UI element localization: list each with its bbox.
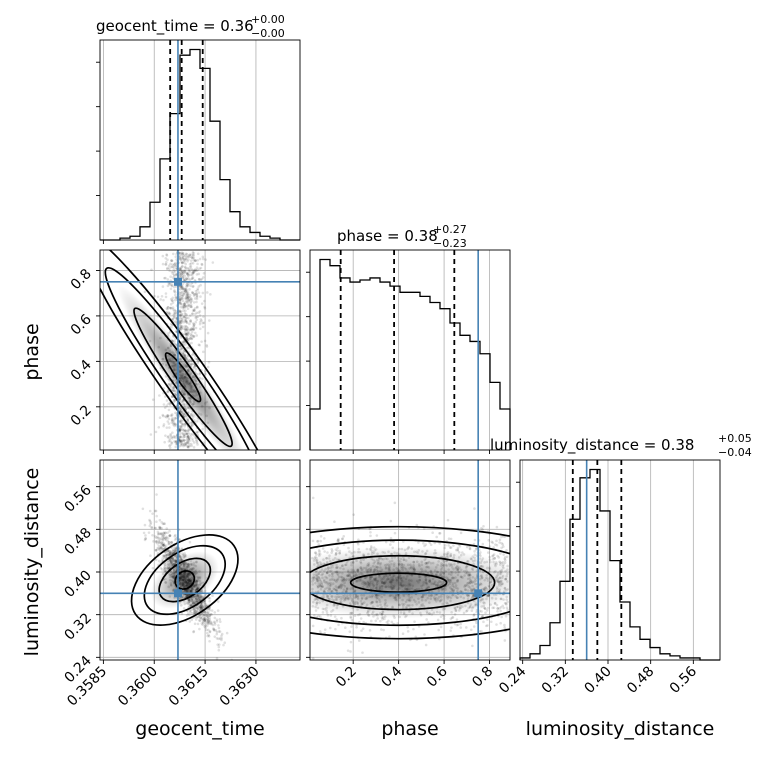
density-contour bbox=[143, 544, 227, 616]
density-contour bbox=[130, 534, 239, 626]
panel-frame bbox=[309, 249, 511, 451]
panel-frame bbox=[99, 249, 301, 451]
grid bbox=[352, 250, 490, 450]
x-tick-label: 0.56 bbox=[667, 663, 700, 696]
grid bbox=[522, 460, 694, 660]
scatter-panel-geocent-time-phase: 0.2 0.4 0.6 0.8 bbox=[68, 249, 301, 454]
density-contour bbox=[174, 570, 196, 590]
svg-text:geocent_time = 0.36: geocent_time = 0.36 bbox=[96, 17, 254, 36]
histogram-luminosity-distance bbox=[519, 468, 720, 661]
histogram-geocent-time bbox=[100, 48, 300, 241]
panel-frame bbox=[99, 459, 301, 661]
truth-marker bbox=[173, 589, 182, 598]
x-tick-label: 0.6 bbox=[424, 663, 451, 690]
svg-text:+0.00: +0.00 bbox=[251, 13, 285, 26]
grid bbox=[102, 40, 257, 240]
title-geocent-time: geocent_time = 0.36 +0.00 −0.00 bbox=[96, 13, 285, 40]
y-tick-label: 0.56 bbox=[61, 482, 94, 515]
density-contour bbox=[349, 572, 448, 593]
scatter-panel-phase-luminosity-distance: 0.2 0.4 0.6 0.8 bbox=[306, 459, 511, 691]
panel-frame bbox=[519, 459, 721, 661]
density-contour bbox=[310, 525, 510, 640]
xlabel-phase: phase bbox=[381, 718, 438, 740]
scatter-panel-geocent-time-luminosity-distance: 0.3585 0.3600 0.3615 0.36300.240.320.400.48… bbox=[61, 459, 301, 710]
x-tick-label: 0.8 bbox=[469, 664, 496, 691]
ylabel-phase: phase bbox=[21, 323, 43, 380]
density-contour bbox=[310, 554, 496, 611]
y-tick-label: 0.2 bbox=[68, 402, 95, 429]
title-luminosity-distance: luminosity_distance = 0.38 +0.05 −0.04 bbox=[490, 432, 752, 459]
grid bbox=[100, 460, 300, 660]
y-tick-label: 0.32 bbox=[61, 610, 94, 643]
xlabel-luminosity-distance: luminosity_distance bbox=[526, 718, 715, 740]
svg-text:−0.23: −0.23 bbox=[433, 237, 467, 250]
panel-frame bbox=[99, 39, 301, 241]
density-contour bbox=[104, 266, 262, 450]
y-tick-label: 0.48 bbox=[61, 525, 94, 558]
x-tick-label: 0.48 bbox=[624, 664, 657, 697]
hist-panel-geocent-time bbox=[96, 39, 301, 244]
y-tick-label: 0.4 bbox=[68, 357, 95, 384]
x-tick-label: 0.4 bbox=[378, 663, 405, 690]
svg-text:−0.04: −0.04 bbox=[718, 446, 752, 459]
svg-text:phase = 0.38: phase = 0.38 bbox=[337, 227, 438, 245]
truth-marker bbox=[474, 589, 483, 598]
y-tick-label: 0.40 bbox=[61, 568, 94, 601]
svg-text:+0.27: +0.27 bbox=[433, 223, 467, 236]
x-tick-label: 0.2 bbox=[333, 664, 360, 691]
x-tick-label: 0.32 bbox=[539, 664, 572, 697]
hist-panel-luminosity-distance: 0.24 0.32 0.40 0.48 0.56 bbox=[496, 459, 721, 697]
truth-marker bbox=[173, 277, 182, 286]
ylabel-luminosity-distance: luminosity_distance bbox=[21, 468, 43, 657]
x-tick-label: 0.24 bbox=[496, 663, 529, 696]
hist-panel-phase bbox=[306, 249, 511, 454]
panel-frame bbox=[309, 459, 511, 661]
x-tick-label: 0.3630 bbox=[217, 664, 263, 710]
density-contour bbox=[100, 250, 287, 450]
x-tick-label: 0.3615 bbox=[166, 664, 212, 710]
density-contour bbox=[310, 539, 510, 627]
svg-text:luminosity_distance = 0.38: luminosity_distance = 0.38 bbox=[490, 436, 694, 455]
x-tick-label: 0.40 bbox=[581, 664, 614, 697]
svg-text:+0.05: +0.05 bbox=[718, 432, 752, 445]
histogram-phase bbox=[309, 258, 511, 450]
x-tick-label: 0.3600 bbox=[115, 664, 161, 710]
xlabel-geocent-time: geocent_time bbox=[135, 718, 264, 740]
y-tick-label: 0.8 bbox=[68, 266, 95, 293]
svg-text:−0.00: −0.00 bbox=[251, 27, 285, 40]
title-phase: phase = 0.38 +0.27 −0.23 bbox=[337, 223, 467, 250]
density-contour bbox=[133, 307, 233, 448]
y-tick-label: 0.6 bbox=[68, 311, 95, 338]
